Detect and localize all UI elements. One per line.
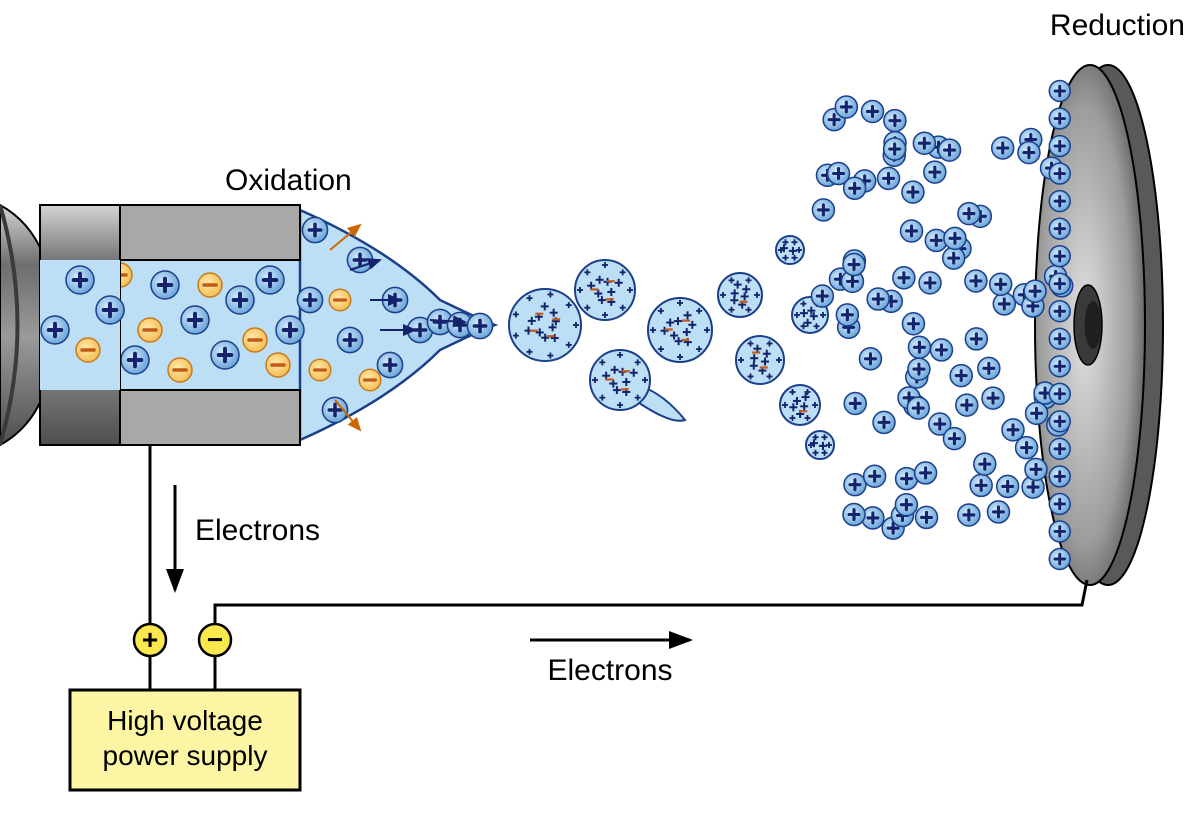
electrons-label-1: Electrons (195, 514, 320, 547)
svg-text:power supply: power supply (103, 740, 268, 771)
spray-ions (811, 81, 1072, 570)
electron-arrows (175, 485, 690, 640)
droplets (509, 236, 834, 459)
electrospray-diagram: High voltage power supply + − Oxidation Reduc… (0, 0, 1200, 818)
oxidation-label: Oxidation (225, 164, 352, 197)
electrons-label-2: Electrons (547, 654, 672, 687)
plus-terminal-glyph: + (142, 624, 158, 655)
minus-terminal-glyph: − (207, 624, 223, 655)
svg-text:High voltage: High voltage (107, 705, 263, 736)
power-supply: High voltage power supply + − (70, 624, 300, 790)
reduction-label: Reduction (1050, 9, 1185, 42)
